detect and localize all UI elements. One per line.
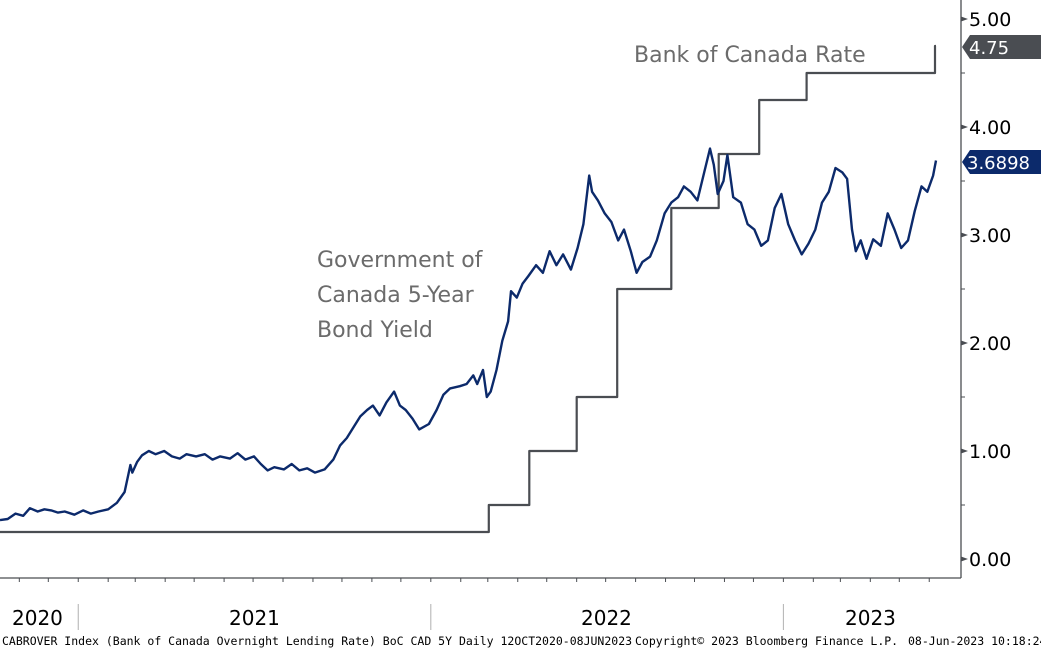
boc-last-value-tag: 4.75 — [962, 35, 1041, 59]
y-tick-marker — [961, 124, 968, 130]
boc-tag-value: 4.75 — [969, 38, 1009, 59]
y-tick-label: 0.00 — [969, 549, 1011, 571]
plot-area — [0, 44, 938, 534]
x-year-label-2022: 2022 — [581, 606, 632, 630]
x-year-label-2021: 2021 — [229, 606, 280, 630]
y-tick-marker — [961, 448, 968, 454]
y-tick-marker — [961, 556, 968, 562]
y-tick-label: 3.00 — [969, 225, 1011, 247]
annotation-bond-yield-line3: Bond Yield — [317, 318, 433, 343]
series-line-boc-rate — [0, 44, 937, 534]
series-line-bond-yield — [0, 147, 938, 522]
y-tick-label: 4.00 — [969, 117, 1011, 139]
x-year-label-2023: 2023 — [845, 606, 896, 630]
footer-copyright: Copyright© 2023 Bloomberg Finance L.P. — [635, 634, 898, 648]
y-tick-label: 1.00 — [969, 441, 1011, 463]
bond-tag-value: 3.6898 — [967, 153, 1030, 174]
y-tick-label: 5.00 — [969, 9, 1011, 31]
footer-timestamp: 08-Jun-2023 10:18:24 — [908, 634, 1041, 648]
y-axis: 0.00 1.00 2.00 3.00 4.00 5.00 — [960, 0, 1011, 578]
y-tick-label: 2.00 — [969, 333, 1011, 355]
footer-source: CABROVER Index (Bank of Canada Overnight… — [2, 634, 632, 648]
boc-tag-shape — [962, 35, 1041, 59]
annotation-boc-rate: Bank of Canada Rate — [634, 43, 866, 68]
y-tick-marker — [961, 340, 968, 346]
annotation-bond-yield-line1: Government of — [317, 248, 484, 273]
x-year-label-2020: 2020 — [12, 606, 63, 630]
x-axis — [0, 577, 961, 630]
bond-tag-shape — [962, 150, 1041, 174]
bond-last-value-tag: 3.6898 — [962, 150, 1041, 174]
annotation-bond-yield-line2: Canada 5-Year — [317, 283, 475, 308]
y-tick-marker — [961, 232, 968, 238]
y-tick-marker — [961, 16, 968, 22]
